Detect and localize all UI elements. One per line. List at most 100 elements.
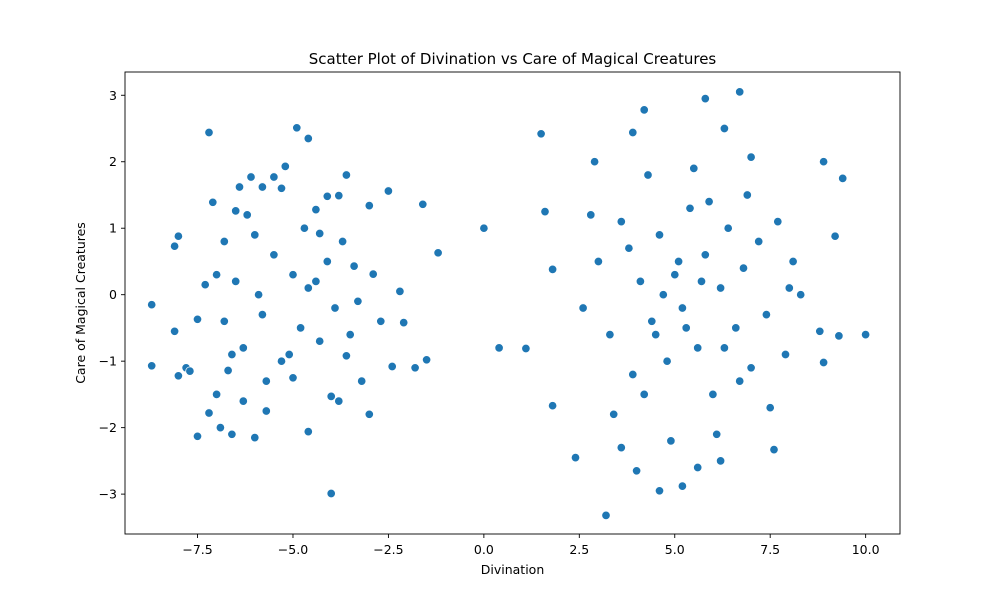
data-point xyxy=(769,445,779,455)
data-point xyxy=(422,355,432,365)
data-point xyxy=(341,351,351,361)
data-point xyxy=(685,203,695,213)
x-tick-label: 7.5 xyxy=(760,542,780,557)
data-point xyxy=(242,210,252,220)
data-point xyxy=(605,330,615,340)
data-point xyxy=(311,276,321,286)
x-axis-label: Divination xyxy=(481,562,545,577)
data-point xyxy=(788,256,798,267)
data-point xyxy=(208,197,218,207)
data-point xyxy=(616,443,626,453)
data-point xyxy=(754,236,764,247)
data-point xyxy=(838,173,848,183)
data-point xyxy=(639,389,649,399)
data-point xyxy=(670,270,680,280)
data-point xyxy=(292,123,302,133)
plot-frame xyxy=(124,71,901,535)
data-point xyxy=(639,105,649,115)
data-point xyxy=(548,401,558,411)
x-tick-label: 2.5 xyxy=(569,542,589,557)
data-point xyxy=(712,429,722,439)
data-point xyxy=(254,290,264,300)
y-tick-label: 3 xyxy=(109,88,117,103)
data-point xyxy=(303,427,313,437)
data-point xyxy=(624,243,634,253)
data-point xyxy=(257,182,267,192)
data-point xyxy=(204,127,214,138)
data-point xyxy=(654,230,665,240)
data-point xyxy=(364,201,374,211)
data-point xyxy=(212,270,222,280)
data-point xyxy=(773,217,783,227)
data-point xyxy=(383,186,393,196)
data-point xyxy=(322,191,332,201)
data-point xyxy=(628,127,638,138)
data-point xyxy=(674,256,684,267)
data-point xyxy=(311,205,321,215)
data-point xyxy=(494,343,504,353)
data-point xyxy=(215,423,225,433)
data-point xyxy=(219,236,229,247)
x-tick-label: −2.5 xyxy=(373,542,403,557)
data-point xyxy=(338,236,348,247)
data-point xyxy=(815,326,825,336)
data-point xyxy=(147,300,157,310)
data-point xyxy=(536,129,546,139)
data-point xyxy=(834,331,844,341)
data-point xyxy=(368,269,378,279)
data-point xyxy=(651,330,661,340)
data-point xyxy=(192,431,203,441)
data-point xyxy=(261,406,271,416)
data-point xyxy=(227,349,237,360)
data-point xyxy=(780,349,791,360)
y-tick-label: 1 xyxy=(109,221,117,236)
data-point xyxy=(238,396,248,406)
data-point xyxy=(681,323,691,333)
data-point xyxy=(590,157,600,167)
data-point xyxy=(601,510,611,520)
data-point xyxy=(315,228,325,239)
y-axis: −3 −2 −1 0 1 2 3 xyxy=(99,88,125,502)
data-point xyxy=(410,363,420,373)
data-point xyxy=(746,363,756,373)
data-point xyxy=(376,316,386,326)
data-point xyxy=(261,376,271,386)
y-tick-label: 2 xyxy=(109,154,117,169)
data-point xyxy=(322,256,332,267)
data-point xyxy=(173,371,183,381)
data-point xyxy=(632,466,642,476)
data-point xyxy=(704,197,714,207)
data-point xyxy=(719,123,729,134)
y-tick-label: −2 xyxy=(99,420,117,435)
data-point xyxy=(708,389,718,399)
data-point xyxy=(399,318,409,328)
data-point xyxy=(662,356,672,366)
data-point xyxy=(387,361,397,372)
data-point xyxy=(185,366,195,376)
data-point xyxy=(677,481,687,491)
data-point xyxy=(643,170,653,180)
data-point xyxy=(700,94,710,104)
data-point xyxy=(540,207,550,217)
data-point xyxy=(586,210,596,220)
data-point xyxy=(616,217,626,227)
data-point xyxy=(521,343,531,354)
data-point xyxy=(723,223,733,233)
data-point xyxy=(357,376,367,386)
data-point xyxy=(796,290,806,300)
data-point xyxy=(330,303,340,313)
x-tick-label: −5.0 xyxy=(278,542,308,557)
data-point xyxy=(654,486,665,496)
data-point xyxy=(288,270,298,280)
x-tick-label: 10.0 xyxy=(852,542,880,557)
x-tick-label: 0.0 xyxy=(474,542,494,557)
data-point xyxy=(276,183,287,193)
data-point xyxy=(231,206,241,216)
data-point xyxy=(299,223,309,233)
data-point xyxy=(288,373,298,383)
data-point xyxy=(250,433,260,443)
data-point xyxy=(269,172,279,182)
data-point xyxy=(593,256,603,267)
data-point xyxy=(735,87,745,97)
data-point xyxy=(257,310,267,320)
